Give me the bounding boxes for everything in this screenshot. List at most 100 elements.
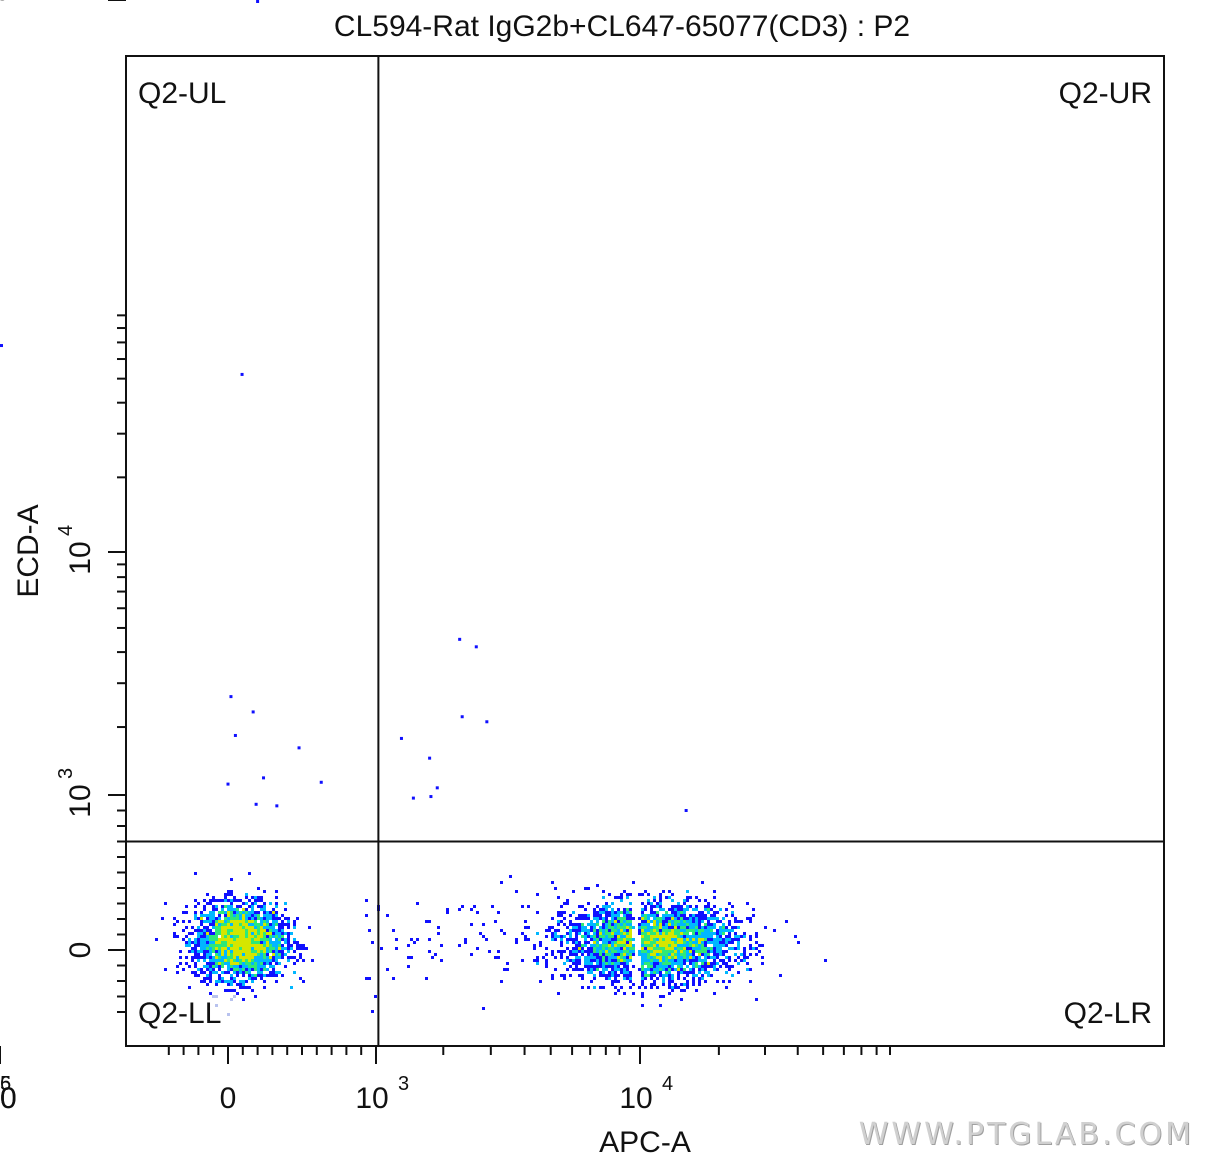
event-cell: [266, 932, 269, 935]
event-cell: [212, 899, 215, 902]
event-cell: [224, 971, 227, 974]
event-cell: [617, 944, 620, 947]
event-cell: [215, 965, 218, 968]
event-cell: [644, 962, 647, 965]
event-cell: [248, 899, 251, 902]
event-cell: [194, 947, 197, 950]
event-cell: [263, 923, 266, 926]
event-cell: [662, 926, 665, 929]
event-cell: [716, 962, 719, 965]
event-cell: [197, 950, 200, 953]
event-cell: [596, 935, 599, 938]
event-cell: [689, 920, 692, 923]
event-cell: [263, 962, 266, 965]
event-cell: [608, 941, 611, 944]
event-cell: [575, 938, 578, 941]
event-cell: [662, 935, 665, 938]
event-cell: [215, 923, 218, 926]
event-cell: [656, 917, 659, 920]
event-cell: [269, 947, 272, 950]
event-cell: [266, 917, 269, 920]
event-cell: [242, 965, 245, 968]
event-cell: [221, 944, 224, 947]
event-cell: [284, 902, 287, 905]
event-cell: [296, 947, 299, 950]
event-cell: [623, 950, 626, 953]
event-cell: [647, 941, 650, 944]
event-cell: [683, 929, 686, 932]
event-cell: [665, 917, 668, 920]
event-cell: [599, 929, 602, 932]
event-cell: [566, 926, 569, 929]
event-cell: [611, 959, 614, 962]
event-cell: [257, 935, 260, 938]
event-cell: [272, 920, 275, 923]
event-cell: [629, 929, 632, 932]
outlier-event: [229, 695, 233, 699]
event-cell: [182, 929, 185, 932]
event-cell: [686, 899, 689, 902]
event-cell: [194, 938, 197, 941]
event-cell: [677, 920, 680, 923]
event-cell: [686, 932, 689, 935]
outlier-event: [256, 0, 260, 3]
y-tick-label: 10: [64, 541, 97, 574]
event-cell: [365, 899, 368, 902]
event-cell: [602, 971, 605, 974]
event-cell: [251, 938, 254, 941]
event-cell: [221, 935, 224, 938]
event-cell: [662, 929, 665, 932]
event-cell: [698, 938, 701, 941]
event-cell: [650, 968, 653, 971]
event-cell: [581, 986, 584, 989]
event-cell: [218, 923, 221, 926]
event-cell: [629, 893, 632, 896]
event-cell: [686, 956, 689, 959]
event-cell: [644, 968, 647, 971]
event-cell: [578, 905, 581, 908]
event-cell: [629, 926, 632, 929]
event-cell: [773, 929, 776, 932]
event-cell: [659, 932, 662, 935]
event-cell: [683, 956, 686, 959]
event-cell: [215, 941, 218, 944]
event-cell: [686, 926, 689, 929]
event-cell: [500, 980, 503, 983]
event-cell: [488, 950, 491, 953]
event-cell: [572, 941, 575, 944]
event-cell: [677, 935, 680, 938]
event-cell: [272, 917, 275, 920]
event-cell: [281, 932, 284, 935]
event-cell: [614, 986, 617, 989]
event-cell: [617, 926, 620, 929]
event-cell: [254, 935, 257, 938]
event-cell: [713, 914, 716, 917]
event-cell: [671, 917, 674, 920]
event-cell: [515, 941, 518, 944]
event-cell: [668, 992, 671, 995]
event-cell: [698, 956, 701, 959]
event-cell: [620, 893, 623, 896]
quadrant-label-ul: Q2-UL: [138, 77, 226, 110]
event-cell: [644, 950, 647, 953]
event-cell: [302, 947, 305, 950]
event-cell: [203, 941, 206, 944]
event-cell: [215, 953, 218, 956]
event-cell: [287, 950, 290, 953]
event-cell: [245, 896, 248, 899]
event-cell: [287, 956, 290, 959]
event-cell: [575, 965, 578, 968]
event-cell: [671, 935, 674, 938]
event-cell: [287, 938, 290, 941]
event-cell: [623, 968, 626, 971]
event-cell: [287, 935, 290, 938]
event-cell: [704, 914, 707, 917]
event-cell: [704, 899, 707, 902]
event-cell: [215, 899, 218, 902]
event-cell: [614, 896, 617, 899]
event-cell: [614, 914, 617, 917]
event-cell: [692, 971, 695, 974]
event-cell: [653, 968, 656, 971]
event-cell: [599, 947, 602, 950]
event-cell: [212, 962, 215, 965]
